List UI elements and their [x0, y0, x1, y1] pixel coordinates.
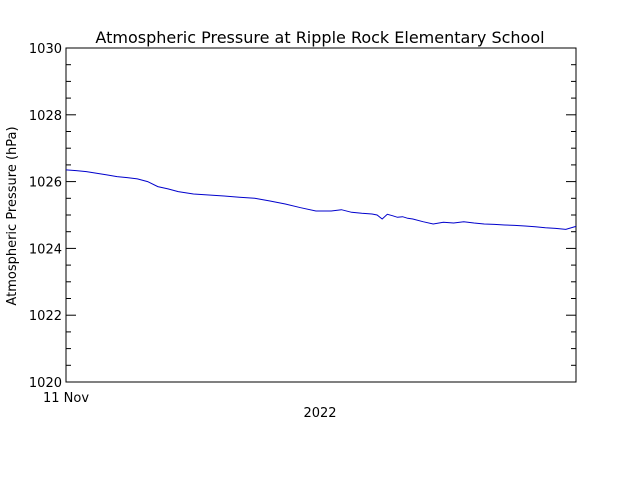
x-axis-label: 2022 — [303, 406, 336, 421]
y-axis-label: Atmospheric Pressure (hPa) — [5, 126, 20, 305]
y-tick-label: 1022 — [29, 309, 62, 324]
y-tick-label: 1030 — [29, 42, 62, 57]
chart-title: Atmospheric Pressure at Ripple Rock Elem… — [95, 28, 544, 47]
y-tick-label: 1026 — [29, 176, 62, 191]
x-tick-label: 11 Nov — [43, 391, 89, 406]
x-tick-labels: 11 Nov — [43, 391, 89, 406]
y-tick-label: 1028 — [29, 109, 62, 124]
pressure-series-line — [65, 169, 577, 230]
ticks-layer — [65, 47, 576, 383]
plot-frame — [65, 47, 577, 383]
y-tick-label: 1020 — [29, 376, 62, 391]
y-tick-labels: 1020 1022 1024 1026 1028 1030 — [29, 42, 62, 391]
y-tick-label: 1024 — [29, 242, 62, 257]
